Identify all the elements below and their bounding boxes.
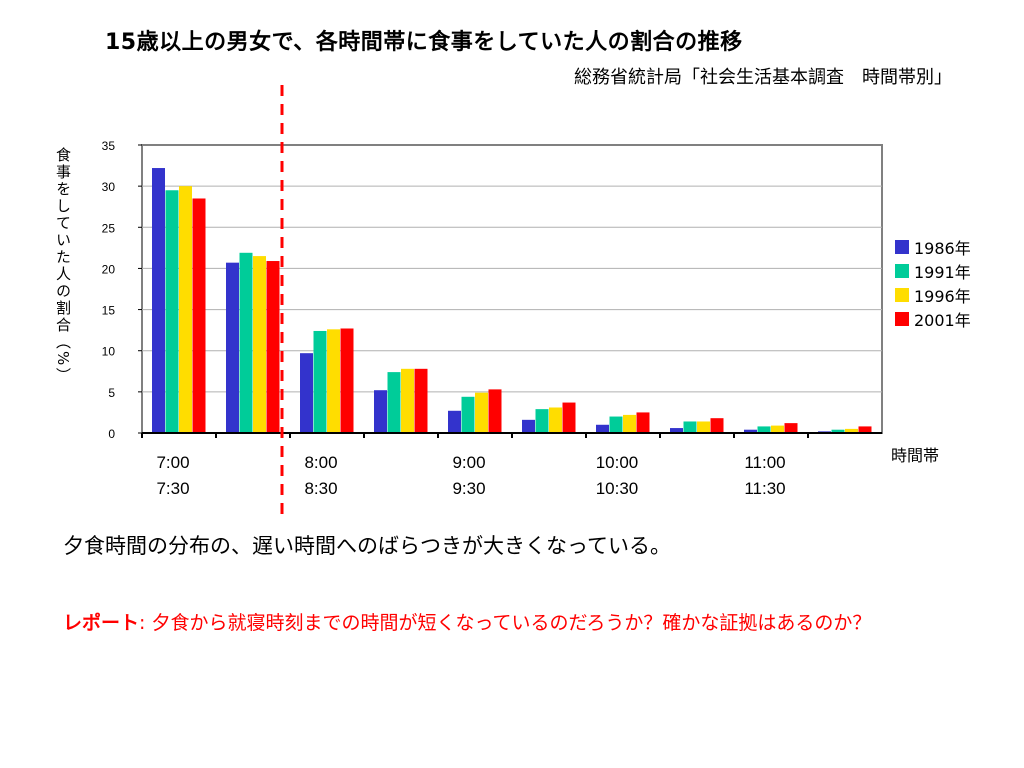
x-tick-label: 8:00 8:30: [271, 450, 371, 502]
bar: [192, 198, 206, 433]
y-tick-label: 15: [102, 304, 116, 318]
bar: [744, 429, 757, 433]
legend-swatch: [895, 288, 909, 302]
y-tick-label: 10: [102, 345, 116, 359]
bar: [340, 328, 354, 433]
bar: [253, 256, 266, 433]
y-tick-label: 25: [102, 221, 116, 235]
bar: [300, 353, 313, 433]
bar: [327, 329, 340, 433]
legend-item: 1991年: [895, 259, 971, 283]
bar: [374, 390, 387, 433]
legend-item: 2001年: [895, 307, 971, 331]
x-tick-label-bottom: 10:30: [595, 479, 639, 498]
bar: [522, 419, 535, 433]
bar: [757, 426, 771, 433]
bar: [636, 412, 650, 433]
bar: [448, 410, 461, 433]
bar: [710, 418, 724, 433]
x-tick-label-top: 9:00: [452, 453, 486, 472]
legend-swatch: [895, 312, 909, 326]
x-tick-label-top: 10:00: [595, 453, 639, 472]
x-tick-label: 9:00 9:30: [419, 450, 519, 502]
x-axis-label: 時間帯: [891, 446, 940, 465]
x-tick-label: 11:00 11:30: [715, 450, 815, 502]
x-tick-labels: 7:00 7:30 8:00 8:30 9:00 9:30 10:00 10:30 11:00 1…: [0, 450, 1024, 510]
bar: [475, 392, 488, 433]
bar: [488, 389, 502, 433]
legend-label: 1991年: [914, 263, 971, 282]
chart-source: 総務省統計局「社会生活基本調査 時間帯別」: [574, 67, 952, 88]
bar: [623, 414, 636, 433]
bar: [461, 396, 475, 433]
bar: [670, 428, 683, 433]
report-text: レポート: 夕食から就寝時刻までの時間が短くなっているのだろうか？確かな証拠はあ…: [63, 609, 923, 638]
bar: [239, 252, 253, 433]
chart-title: 15歳以上の男女で、各時間帯に食事をしていた人の割合の推移: [105, 30, 743, 55]
y-tick-label: 0: [108, 427, 115, 441]
bar: [562, 402, 576, 433]
bar: [179, 186, 192, 433]
bar: [683, 421, 697, 433]
bar: [226, 262, 239, 433]
bar: [313, 330, 327, 433]
report-separator: :: [139, 612, 146, 634]
bar: [152, 168, 165, 434]
x-tick-label: 10:00 10:30: [567, 450, 667, 502]
bar: [697, 421, 710, 433]
bar: [535, 409, 549, 433]
bar: [165, 190, 179, 433]
bar: [858, 426, 872, 433]
x-tick-label-top: 11:00: [744, 453, 786, 472]
legend-item: 1996年: [895, 283, 971, 307]
legend-label: 1996年: [914, 287, 971, 306]
y-tick-label: 20: [102, 262, 116, 276]
x-tick-label-bottom: 11:30: [744, 479, 786, 498]
chart-legend: 1986年 1991年 1996年 2001年: [895, 235, 971, 331]
x-tick-label-top: 8:00: [304, 453, 338, 472]
bar: [549, 407, 562, 433]
bar: [784, 423, 798, 433]
y-tick-label: 5: [108, 386, 115, 400]
bar: [414, 368, 428, 433]
legend-swatch: [895, 264, 909, 278]
legend-label: 2001年: [914, 311, 971, 330]
bar: [401, 368, 414, 433]
y-axis-label: 食事をしていた人の割合（%）: [54, 147, 72, 385]
legend-item: 1986年: [895, 235, 971, 259]
bar: [266, 261, 280, 433]
bar: [845, 428, 858, 433]
bar: [596, 424, 609, 433]
bar: [831, 429, 845, 433]
x-tick-label: 7:00 7:30: [123, 450, 223, 502]
report-body: 夕食から就寝時刻までの時間が短くなっているのだろうか？確かな証拠はあるのか？: [145, 612, 872, 634]
bar: [609, 416, 623, 433]
legend-label: 1986年: [914, 239, 971, 258]
observation-text: 夕食時間の分布の、遅い時間へのばらつきが大きくなっている。: [63, 534, 671, 558]
y-tick-label: 30: [102, 180, 116, 194]
bar: [387, 372, 401, 433]
bar: [771, 425, 784, 433]
legend-swatch: [895, 240, 909, 254]
x-tick-label-bottom: 8:30: [304, 479, 338, 498]
x-tick-label-bottom: 9:30: [452, 479, 486, 498]
x-tick-label-bottom: 7:30: [156, 479, 190, 498]
y-tick-label: 35: [102, 139, 116, 153]
report-heading: レポート: [63, 612, 140, 634]
x-tick-label-top: 7:00: [156, 453, 190, 472]
